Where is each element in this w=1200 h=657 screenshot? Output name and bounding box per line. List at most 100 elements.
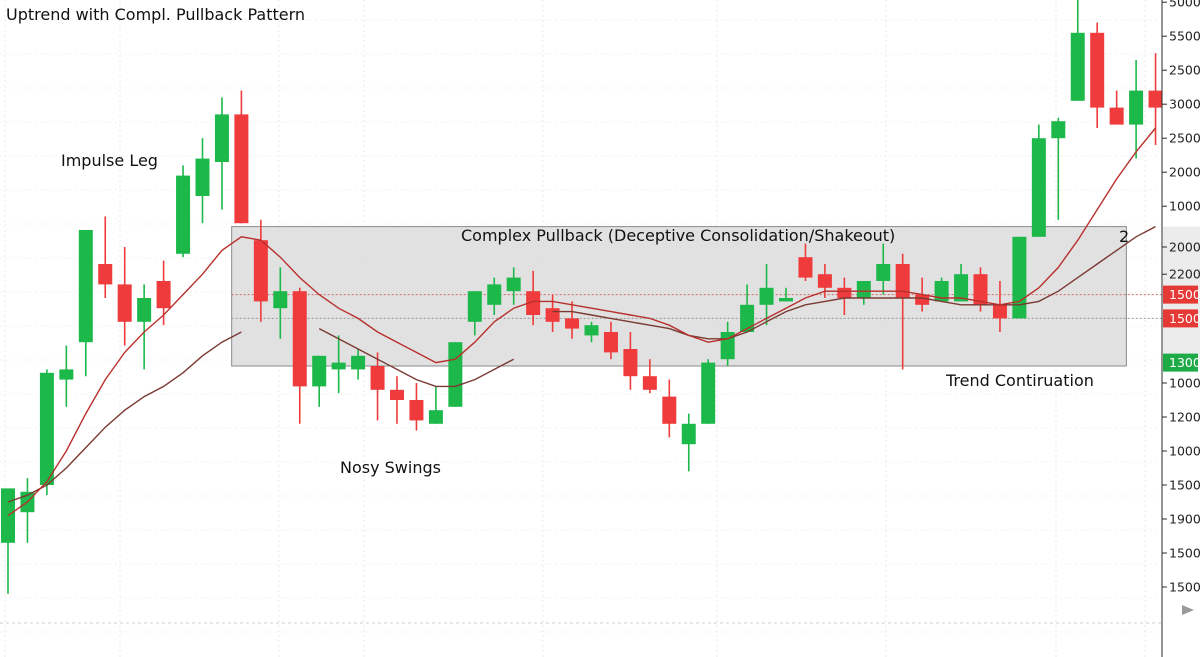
candle-body xyxy=(428,410,443,424)
tick-label: 2000 xyxy=(1169,240,1200,255)
candle xyxy=(370,352,385,421)
candle-body xyxy=(565,318,580,329)
candle-body xyxy=(78,230,93,343)
price-tag-label: 1500 xyxy=(1169,311,1200,326)
price-ticks: 5000 5500 2500 3000 2500 2000 1000 2000 2200 1000… xyxy=(1162,0,1200,595)
candle xyxy=(798,243,813,281)
moving-average-slow xyxy=(318,327,515,388)
candle xyxy=(467,291,482,336)
tick-label: 1500 xyxy=(1169,546,1200,561)
candle xyxy=(98,216,113,298)
candle-body xyxy=(973,274,988,305)
candle-body xyxy=(642,376,657,390)
chart-title: Uptrend with Compl. Pullback Pattern xyxy=(6,5,306,24)
tick-label: 1000 xyxy=(1169,376,1200,391)
candle xyxy=(1031,124,1046,237)
candle-body xyxy=(467,291,482,322)
candle-body xyxy=(954,274,969,302)
candle-body xyxy=(603,332,618,353)
candle xyxy=(117,247,132,346)
candle-body xyxy=(59,369,74,380)
candle-body xyxy=(701,362,716,424)
candle-body xyxy=(1129,90,1144,125)
candle-body xyxy=(312,355,327,387)
candle xyxy=(78,230,93,377)
candles xyxy=(1,0,1163,594)
candle xyxy=(448,342,463,407)
candle-body xyxy=(331,362,346,370)
candle xyxy=(1070,0,1085,101)
tick-label: 1200 xyxy=(1169,410,1200,425)
axis-scroll-arrow-icon[interactable] xyxy=(1182,605,1194,615)
candle-body xyxy=(370,366,385,390)
price-tag: 1300 xyxy=(1163,353,1200,372)
candle xyxy=(662,379,677,438)
candle xyxy=(253,219,268,322)
candle xyxy=(992,281,1007,332)
moving-average-slow xyxy=(552,225,1156,340)
candle-body xyxy=(526,291,541,315)
candle-body xyxy=(253,240,268,302)
tick-label: 5500 xyxy=(1169,29,1200,44)
candle xyxy=(137,284,152,370)
candle-body xyxy=(817,274,832,288)
candle xyxy=(642,359,657,394)
price-tag-box xyxy=(1163,309,1198,328)
candle xyxy=(1051,117,1066,220)
annotation-complex-pullback: Complex Pullback (Deceptive Consolidatio… xyxy=(461,226,895,245)
tick-label: 1500 xyxy=(1169,580,1200,595)
tick-label: 1000 xyxy=(1169,444,1200,459)
candle-body xyxy=(351,355,366,370)
candle-body xyxy=(895,264,910,298)
candle-body xyxy=(779,298,793,302)
tick-label: 2500 xyxy=(1169,63,1200,78)
candle-body xyxy=(156,281,171,309)
candle xyxy=(312,355,327,407)
candle xyxy=(1129,60,1144,159)
candle xyxy=(1012,236,1027,319)
candle-body xyxy=(1090,32,1105,108)
price-tag-box xyxy=(1163,285,1198,304)
candle-body xyxy=(273,291,288,309)
candle-body xyxy=(1148,90,1163,108)
candle-body xyxy=(934,281,949,302)
candle xyxy=(837,277,852,315)
candle xyxy=(176,165,191,258)
candle xyxy=(584,321,599,343)
candle-body xyxy=(448,342,463,407)
candle-body xyxy=(1070,32,1085,101)
candle xyxy=(856,281,871,305)
candle-body xyxy=(39,372,54,485)
candle xyxy=(506,267,521,305)
candle-body xyxy=(506,277,521,292)
candle xyxy=(214,97,229,210)
candle xyxy=(876,243,891,295)
candle xyxy=(1,488,15,594)
tick-label: 3000 xyxy=(1169,97,1200,112)
candle-body xyxy=(740,304,755,332)
candle xyxy=(39,369,54,496)
tick-label: 2200 xyxy=(1169,267,1200,282)
price-tag-label: 1300 xyxy=(1169,355,1200,370)
candle-body xyxy=(584,325,599,336)
candle xyxy=(428,386,443,424)
price-tag: 1500 xyxy=(1163,285,1200,304)
candle xyxy=(895,253,910,370)
candle xyxy=(20,478,35,543)
candle-body xyxy=(837,287,852,298)
annotation-nosy-swings: Nosy Swings xyxy=(340,458,441,477)
candle-body xyxy=(623,349,638,377)
candle-body xyxy=(759,287,774,305)
candle-body xyxy=(545,308,560,322)
candle-body xyxy=(195,158,210,196)
tick-label: 2500 xyxy=(1169,131,1200,146)
candle xyxy=(817,264,832,298)
candle xyxy=(623,332,638,390)
candle xyxy=(292,287,307,424)
pullback-zone xyxy=(231,226,1127,367)
candle xyxy=(1090,22,1105,128)
annotation-wave-2: 2 xyxy=(1119,227,1129,246)
candle xyxy=(526,270,541,326)
candle-body xyxy=(409,400,424,421)
